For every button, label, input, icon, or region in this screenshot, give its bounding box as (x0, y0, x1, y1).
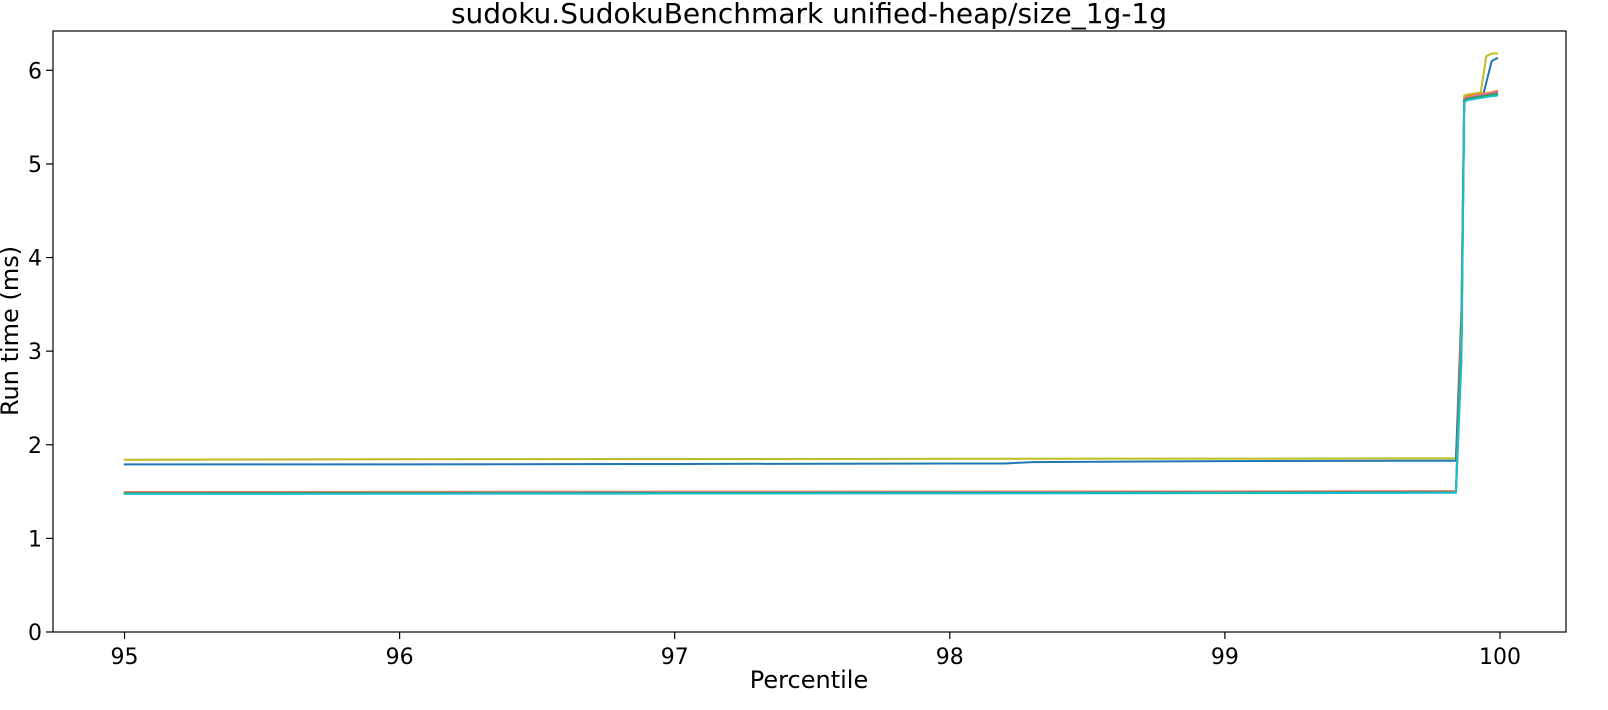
series-line-7 (123, 94, 1499, 495)
x-tick-label: 99 (1211, 645, 1239, 670)
y-tick-label: 5 (28, 153, 42, 178)
x-axis: 95 96 97 98 99 100 (111, 632, 1521, 670)
series-line-3 (123, 89, 1499, 494)
series-line-1 (123, 52, 1499, 461)
series-line-6 (123, 93, 1499, 495)
x-tick-label: 95 (111, 645, 139, 670)
x-tick-label: 96 (386, 645, 414, 670)
plot-series (123, 52, 1499, 495)
x-tick-label: 97 (661, 645, 689, 670)
x-tick-label: 100 (1479, 645, 1521, 670)
plot-frame (52, 30, 1567, 633)
x-axis-label: Percentile (750, 666, 868, 694)
series-line-4 (123, 90, 1499, 494)
x-tick-label: 98 (936, 645, 964, 670)
y-tick-label: 2 (28, 434, 42, 459)
series-line-2 (123, 57, 1499, 466)
y-axis-label: Run time (ms) (0, 246, 24, 416)
y-tick-label: 3 (28, 340, 42, 365)
chart-title: sudoku.SudokuBenchmark unified-heap/size… (451, 0, 1167, 30)
y-tick-label: 4 (28, 247, 42, 272)
y-tick-label: 6 (28, 59, 42, 84)
y-tick-label: 0 (28, 621, 42, 646)
y-tick-label: 1 (28, 527, 42, 552)
y-axis: 0 1 2 3 4 5 6 (28, 59, 53, 646)
series-line-5 (123, 91, 1499, 494)
